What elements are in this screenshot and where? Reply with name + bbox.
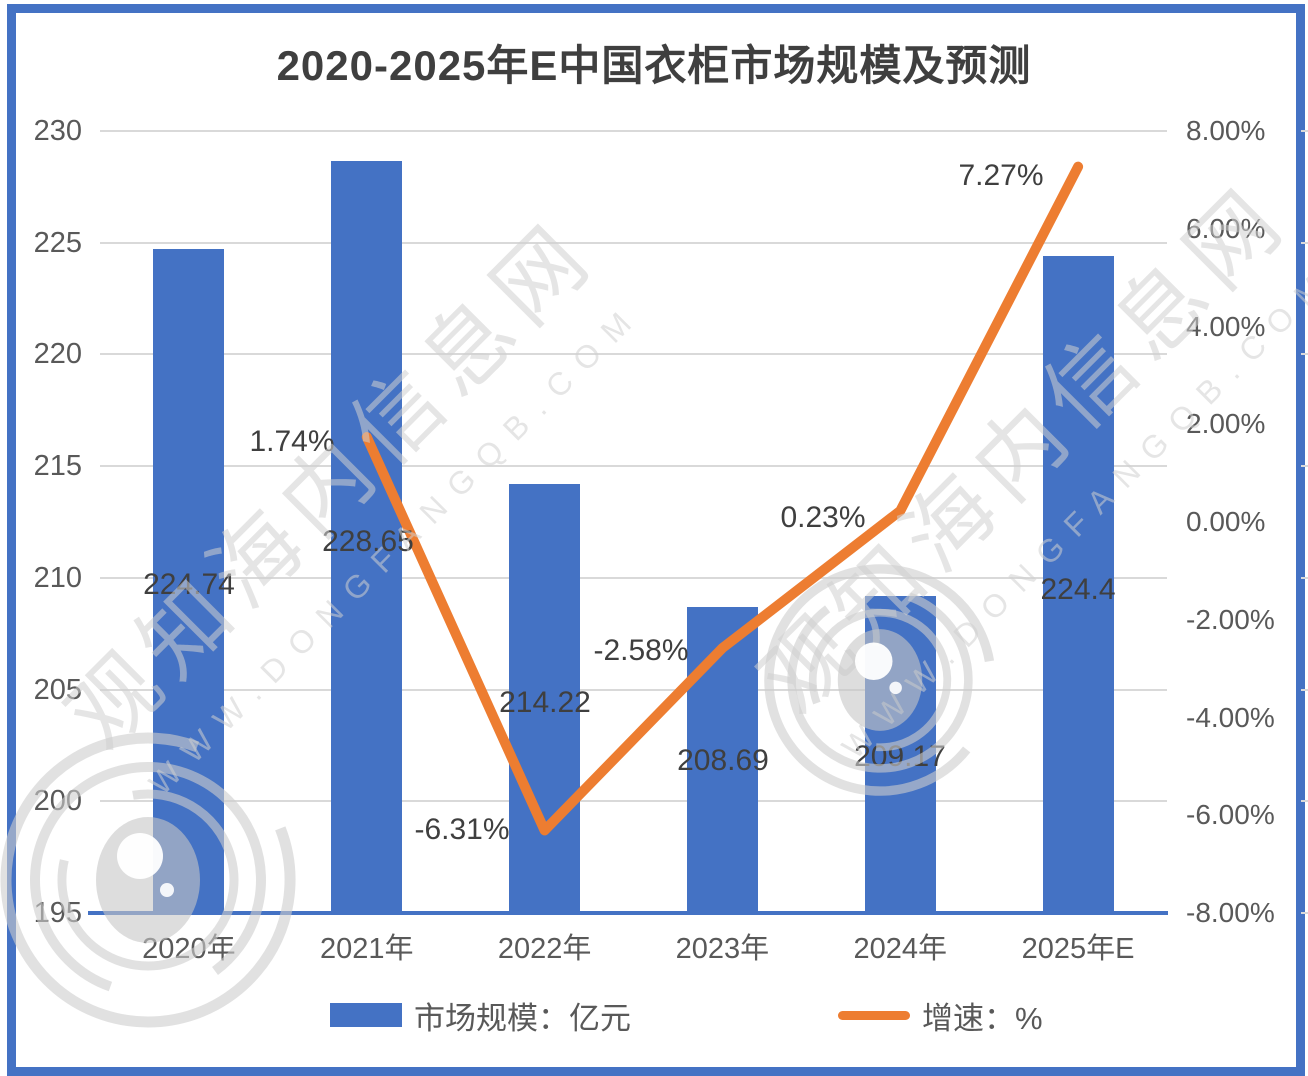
bar-value-label: 224.74	[143, 568, 235, 601]
chart-title: 2020-2025年E中国衣柜市场规模及预测	[276, 42, 1032, 89]
gridline-stub	[1301, 353, 1308, 356]
left-axis-tick: 210	[33, 561, 82, 594]
left-axis-tick: 205	[33, 673, 82, 706]
left-axis-tick: 200	[33, 785, 82, 818]
gridline	[100, 465, 1167, 468]
left-axis-tick: 230	[33, 115, 82, 147]
right-axis-tick: -8.00%	[1186, 897, 1275, 928]
chart-frame-border	[7, 4, 1305, 1076]
bar-series-swatch	[330, 1003, 402, 1027]
gridline-stub	[1301, 912, 1308, 914]
bar-value-label: 214.22	[499, 686, 591, 719]
gridline	[100, 130, 1167, 132]
legend-item-growth-rate: 增速：%	[838, 1000, 1043, 1036]
right-axis-tick: 4.00%	[1186, 310, 1266, 342]
legend-item-market-size: 市场规模：亿元	[330, 1000, 631, 1036]
gridline-stub	[1301, 241, 1308, 244]
gridline-stub	[1301, 688, 1308, 691]
x-axis-label: 2023年	[675, 933, 770, 965]
x-axis-line	[88, 911, 1168, 915]
gridline	[100, 353, 1167, 356]
line-value-label: 0.23%	[780, 501, 866, 534]
right-axis-tick: 6.00%	[1186, 212, 1266, 244]
left-axis-tick: 225	[33, 226, 82, 259]
right-axis-tick: -4.00%	[1186, 701, 1275, 733]
gridline-stub	[1301, 130, 1308, 132]
left-axis-tick: 220	[33, 338, 82, 371]
x-axis-label: 2024年	[853, 933, 947, 965]
right-axis-tick: 2.00%	[1186, 408, 1266, 440]
line-series-swatch	[838, 1010, 910, 1020]
gridline	[100, 241, 1167, 244]
line-value-label: -6.31%	[414, 813, 510, 846]
bar-value-label: 224.4	[1040, 573, 1116, 606]
line-value-label: -2.58%	[593, 634, 689, 667]
line-value-label: 7.27%	[958, 159, 1044, 192]
gridline	[100, 800, 1167, 803]
legend-label-growth-rate: 增速：%	[922, 1000, 1043, 1036]
right-axis-tick: 0.00%	[1186, 506, 1266, 537]
gridline-stub	[1301, 800, 1308, 803]
x-axis-label: 2020年	[142, 933, 236, 965]
gridline-stub	[1301, 465, 1308, 468]
bar-value-label: 208.69	[677, 744, 769, 777]
right-axis-tick: 8.00%	[1186, 115, 1266, 146]
right-axis-tick: -6.00%	[1186, 799, 1275, 831]
left-axis-tick: 215	[33, 450, 82, 483]
bar-value-label: 209.17	[854, 740, 946, 773]
line-value-label: 1.74%	[249, 425, 335, 458]
legend-label-market-size: 市场规模：亿元	[414, 1000, 631, 1036]
x-axis-label: 2022年	[497, 933, 592, 965]
x-axis-label: 2021年	[319, 933, 414, 965]
left-axis-tick: 195	[33, 897, 82, 929]
x-axis-label: 2025年E	[1021, 933, 1135, 965]
right-axis-tick: -2.00%	[1186, 603, 1275, 635]
gridline-stub	[1301, 576, 1308, 579]
bar-value-label: 228.65	[322, 525, 414, 558]
